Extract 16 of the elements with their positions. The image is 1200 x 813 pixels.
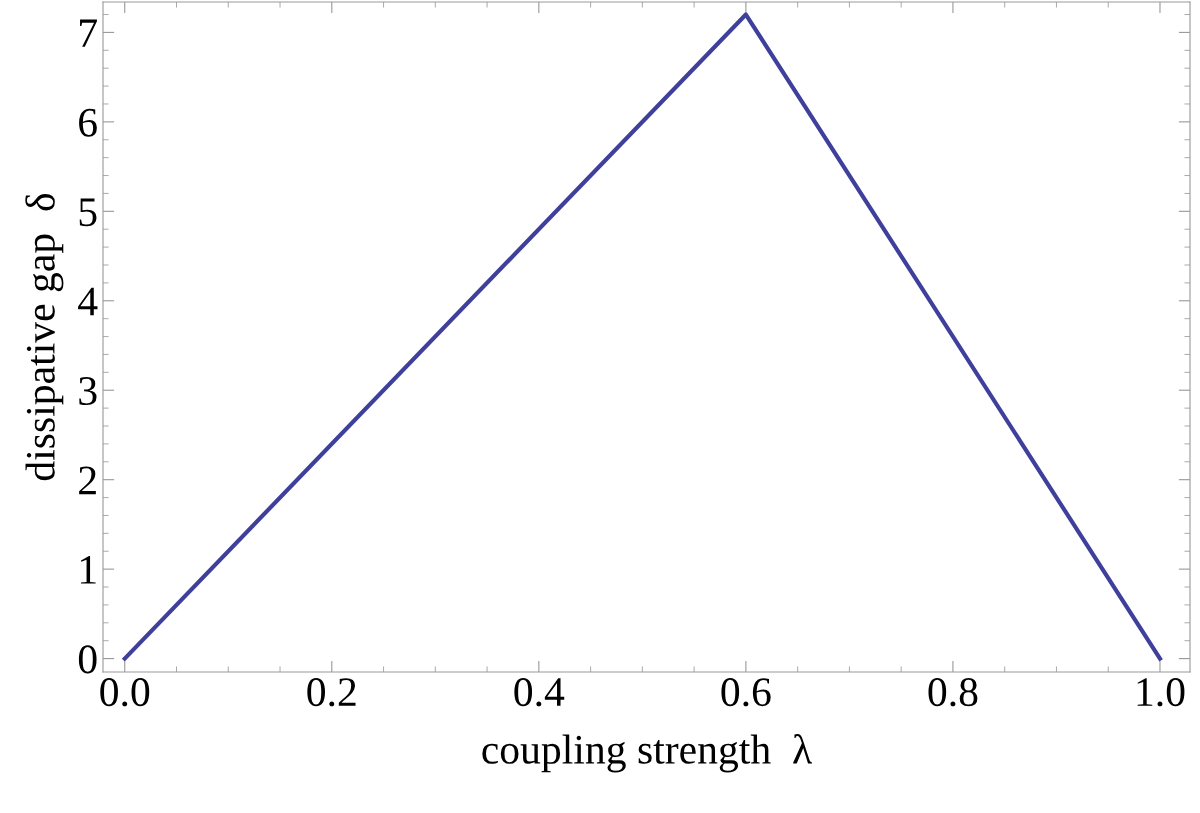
y-tick-label: 5 — [79, 198, 97, 227]
y-tick-label: 1 — [80, 556, 96, 584]
y-tick-label: 4 — [78, 287, 98, 316]
y-tick-label: 7 — [80, 19, 97, 47]
x-tick-label: 0.2 — [307, 678, 356, 707]
y-tick-label: 3 — [79, 377, 97, 406]
y-tick-label: 2 — [79, 466, 96, 495]
x-tick-label: 0.4 — [514, 678, 565, 707]
x-tick-label: 0.0 — [100, 678, 150, 707]
y-axis-title: dissipative gap δ — [25, 193, 64, 481]
y-tick-label: 6 — [79, 108, 97, 137]
x-tick-label: 0.8 — [928, 678, 978, 707]
x-tick-label: 0.6 — [721, 678, 771, 707]
x-axis-title: coupling strength λ — [482, 734, 813, 773]
x-tick-label: 1.0 — [1137, 678, 1185, 707]
y-tick-label: 0 — [78, 645, 97, 674]
